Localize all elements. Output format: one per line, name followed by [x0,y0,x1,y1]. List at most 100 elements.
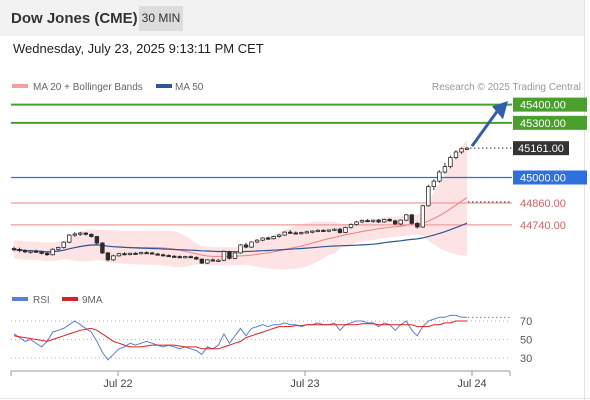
bullish-candle [72,233,77,236]
ma20-legend-swatch [12,84,28,88]
bullish-candle [299,232,304,235]
bullish-candle [464,147,470,150]
bearish-candle [160,254,166,257]
bearish-candle [105,252,111,261]
resistance-level-label: 45300.00 [520,118,566,130]
last-price-tag [513,141,569,156]
bullish-candle [61,241,66,248]
bearish-candle [387,219,392,222]
bearish-candle [172,255,177,258]
bullish-candle [326,229,332,232]
bearish-candle [210,259,216,262]
support-level-label: 44740.00 [520,220,566,232]
bearish-candle [22,249,28,253]
time-tick-label: Jul 24 [457,378,486,390]
support-level-label: 44860.00 [520,198,566,210]
bullish-candle [205,259,210,264]
pivot-level-label: 45000.00 [520,173,566,185]
bullish-candle [426,186,431,207]
ma9-legend-label: 9MA [82,295,103,306]
bullish-candle [359,220,365,223]
bullish-candle [381,219,387,223]
bullish-candle [276,234,282,237]
bullish-candle [260,237,265,241]
bearish-candle [243,244,249,248]
header-bar [0,0,584,36]
bullish-candle [55,247,61,250]
bullish-candle [116,253,122,257]
resistance-level-tag [513,115,587,130]
bullish-candle [431,180,437,188]
bearish-candle [144,252,149,255]
bullish-candle [183,256,188,259]
rsi-tick-label: 30 [520,353,532,365]
last-price-label: 45161.00 [518,143,564,155]
ma50-legend-label: MA 50 [175,82,204,93]
bullish-candle [67,234,72,243]
bollinger-bands [14,139,467,270]
bullish-candle [78,232,83,235]
bullish-candle [348,224,354,228]
bullish-candle [271,236,276,240]
bearish-candle [149,252,155,255]
bearish-candle [415,223,420,228]
timeframe-button[interactable]: 30 MIN [139,6,183,31]
bearish-candle [365,220,370,223]
rsi-legend-swatch [12,297,28,301]
bullish-candle [238,244,243,254]
bearish-candle [288,231,293,234]
bearish-candle [409,214,414,224]
ma50-legend-swatch [156,84,172,88]
bearish-candle [321,229,326,232]
forecast-arrow [470,101,508,148]
bearish-candle [44,252,50,256]
bullish-candle [343,227,348,233]
bullish-candle [453,151,459,158]
bullish-candle [282,231,287,236]
bullish-candle [404,214,409,221]
ma9-line [13,320,467,350]
rsi-legend-label: RSI [33,295,50,306]
frame-divider [584,0,585,400]
bullish-candle [232,252,238,259]
bearish-candle [265,237,271,240]
bearish-candle [100,242,105,254]
bearish-candle [376,219,381,223]
forecast-arrow-head [492,101,508,120]
bearish-candle [94,236,100,244]
pivot-level-tag [513,170,587,185]
bullish-candle [249,241,254,248]
rsi-tick-label: 70 [520,316,532,328]
bearish-candle [39,251,44,254]
bullish-candle [310,230,315,233]
bearish-candle [83,232,89,235]
rsi-grid: 70 50 30 [11,316,532,365]
bearish-candle [33,250,39,253]
bearish-candle [11,248,17,251]
candles [11,146,470,265]
frame-divider [0,398,590,399]
bullish-candle [398,219,403,225]
timestamp: Wednesday, July 23, 2025 9:13:11 PM CET [13,41,264,56]
bearish-candle [133,252,138,255]
bearish-candle [122,253,127,256]
bearish-candle [17,249,22,252]
price-level-labels: 45400.00 45300.00 45161.00 45000.00 44860.00… [513,97,587,232]
bearish-candle [188,256,193,259]
bullish-candle [315,229,321,232]
ma9-legend-swatch [62,297,78,301]
time-tick-label: Jul 22 [103,378,132,390]
bearish-candle [199,258,205,264]
bearish-candle [392,220,398,225]
bullish-candle [28,250,33,253]
resistance-level-label: 45400.00 [520,100,566,112]
bullish-candle [459,148,464,153]
bullish-candle [442,166,448,173]
bullish-candle [111,255,116,261]
bullish-candle [354,221,359,225]
bollinger-band-area [14,139,467,270]
bullish-candle [221,251,227,261]
bearish-candle [89,233,94,237]
rsi-lines [13,314,510,361]
